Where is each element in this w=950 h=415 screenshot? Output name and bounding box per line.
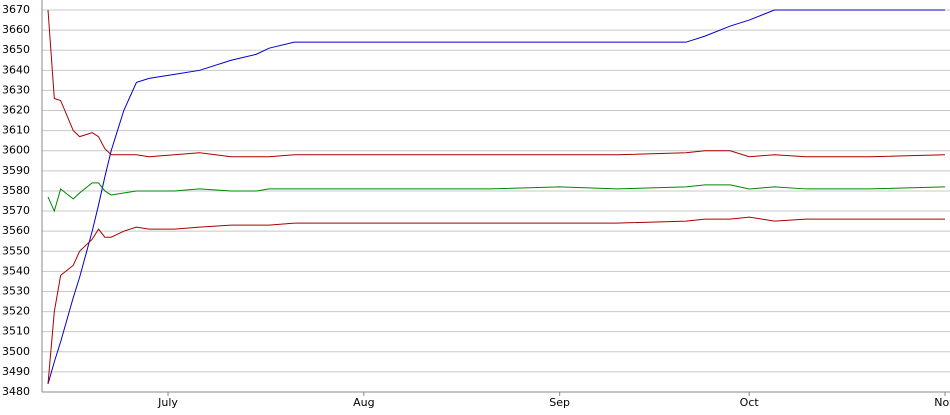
x-tick-label: Nov — [934, 396, 950, 409]
y-tick-label: 3560 — [2, 224, 30, 237]
series-line — [47, 9, 945, 385]
y-tick-label: 3530 — [2, 284, 30, 297]
x-tick-label: Sep — [549, 396, 570, 409]
y-tick-label: 3590 — [2, 164, 30, 177]
series-line — [47, 182, 946, 213]
y-tick-label: 3520 — [2, 305, 30, 318]
y-tick-label: 3600 — [2, 144, 30, 157]
y-tick-label: 3660 — [2, 23, 30, 36]
x-tick-label: Oct — [740, 396, 760, 409]
y-tick-label: 3510 — [2, 325, 30, 338]
y-tick-label: 3500 — [2, 345, 30, 358]
y-tick-label: 3580 — [2, 184, 30, 197]
y-tick-label: 3630 — [2, 83, 30, 96]
y-tick-label: 3540 — [2, 264, 30, 277]
y-tick-label: 3490 — [2, 365, 30, 378]
y-tick-label: 3620 — [2, 104, 30, 117]
y-tick-label: 3610 — [2, 124, 30, 137]
series-line — [47, 216, 945, 385]
y-tick-label: 3640 — [2, 63, 30, 76]
x-tick-label: Aug — [353, 396, 374, 409]
y-tick-label: 3670 — [2, 3, 30, 16]
y-tick-label: 3650 — [2, 43, 30, 56]
x-tick-label: July — [157, 396, 178, 409]
series-line — [47, 9, 946, 158]
y-tick-label: 3480 — [2, 385, 30, 398]
y-tick-label: 3550 — [2, 244, 30, 257]
y-tick-label: 3570 — [2, 204, 30, 217]
